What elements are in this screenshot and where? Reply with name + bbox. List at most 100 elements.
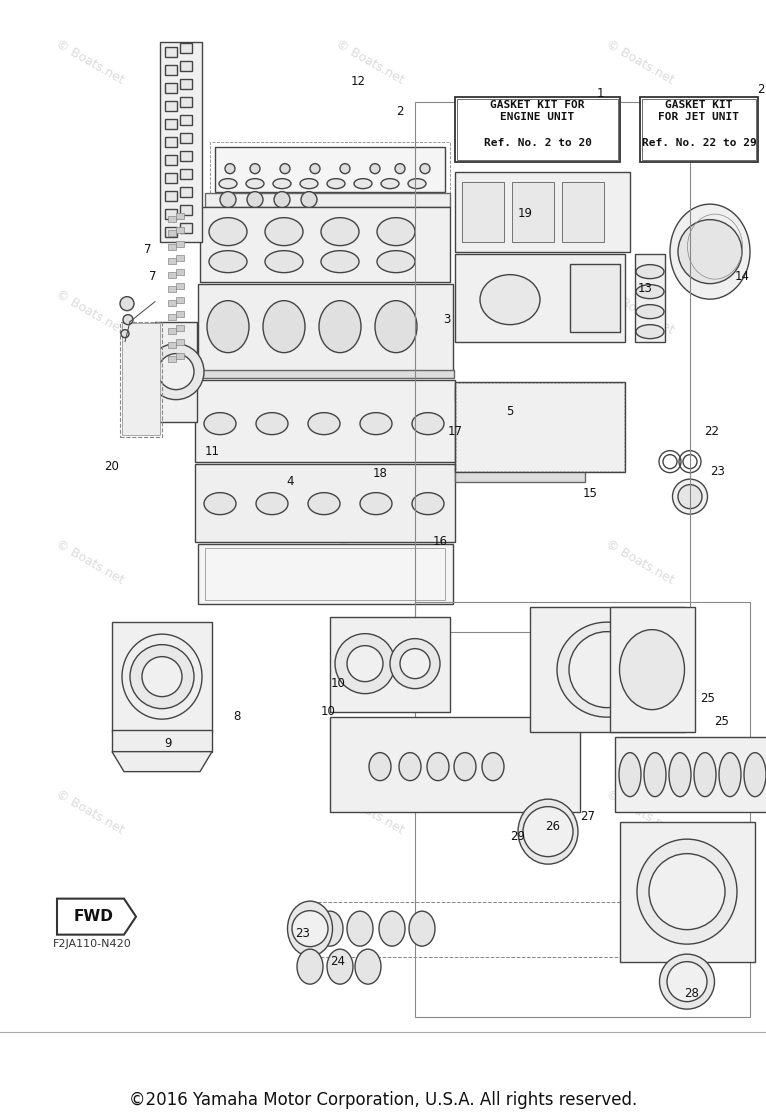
FancyBboxPatch shape	[165, 119, 177, 129]
FancyBboxPatch shape	[512, 181, 554, 241]
FancyBboxPatch shape	[198, 543, 453, 604]
Text: © Boats.net: © Boats.net	[334, 37, 406, 86]
FancyBboxPatch shape	[165, 172, 177, 182]
FancyBboxPatch shape	[112, 622, 212, 731]
Circle shape	[523, 807, 573, 856]
FancyBboxPatch shape	[196, 370, 454, 378]
FancyBboxPatch shape	[168, 216, 176, 221]
FancyBboxPatch shape	[165, 227, 177, 237]
Ellipse shape	[204, 413, 236, 435]
Text: 9: 9	[164, 737, 172, 750]
Text: © Boats.net: © Boats.net	[334, 537, 406, 586]
FancyBboxPatch shape	[570, 264, 620, 332]
Text: GASKET KIT
FOR JET UNIT: GASKET KIT FOR JET UNIT	[659, 101, 739, 122]
Ellipse shape	[273, 179, 291, 189]
FancyBboxPatch shape	[180, 205, 192, 215]
Ellipse shape	[360, 493, 392, 514]
Ellipse shape	[207, 301, 249, 352]
Circle shape	[420, 163, 430, 173]
Ellipse shape	[408, 179, 426, 189]
FancyBboxPatch shape	[610, 607, 695, 731]
Circle shape	[400, 648, 430, 679]
FancyBboxPatch shape	[198, 284, 453, 371]
FancyBboxPatch shape	[165, 83, 177, 93]
Circle shape	[142, 656, 182, 697]
FancyBboxPatch shape	[176, 240, 184, 247]
Ellipse shape	[347, 911, 373, 946]
Text: 11: 11	[205, 445, 220, 458]
Text: © Boats.net: © Boats.net	[54, 287, 126, 337]
FancyBboxPatch shape	[176, 268, 184, 275]
Circle shape	[395, 163, 405, 173]
Ellipse shape	[256, 413, 288, 435]
FancyBboxPatch shape	[180, 78, 192, 88]
FancyBboxPatch shape	[195, 380, 455, 462]
FancyBboxPatch shape	[455, 172, 630, 252]
Ellipse shape	[300, 179, 318, 189]
Text: 21: 21	[758, 83, 766, 96]
FancyBboxPatch shape	[168, 314, 176, 320]
Ellipse shape	[308, 413, 340, 435]
FancyBboxPatch shape	[176, 283, 184, 288]
Ellipse shape	[265, 218, 303, 246]
Circle shape	[274, 191, 290, 208]
Ellipse shape	[321, 218, 359, 246]
FancyBboxPatch shape	[195, 464, 455, 541]
FancyBboxPatch shape	[180, 187, 192, 197]
Ellipse shape	[399, 752, 421, 780]
FancyBboxPatch shape	[176, 296, 184, 303]
Text: 26: 26	[545, 821, 561, 833]
FancyBboxPatch shape	[168, 328, 176, 333]
FancyBboxPatch shape	[455, 466, 585, 482]
Ellipse shape	[427, 752, 449, 780]
FancyBboxPatch shape	[165, 47, 177, 57]
Ellipse shape	[219, 179, 237, 189]
Text: 23: 23	[711, 465, 725, 479]
Circle shape	[310, 163, 320, 173]
FancyBboxPatch shape	[165, 191, 177, 200]
Ellipse shape	[694, 752, 716, 797]
Text: 7: 7	[149, 271, 157, 283]
FancyBboxPatch shape	[168, 229, 176, 236]
Ellipse shape	[287, 901, 332, 956]
Text: 19: 19	[518, 207, 532, 220]
FancyBboxPatch shape	[112, 730, 212, 751]
Text: 3: 3	[444, 313, 450, 326]
Ellipse shape	[669, 752, 691, 797]
FancyBboxPatch shape	[165, 136, 177, 146]
FancyBboxPatch shape	[168, 300, 176, 305]
Text: ©2016 Yamaha Motor Corporation, U.S.A. All rights reserved.: ©2016 Yamaha Motor Corporation, U.S.A. A…	[129, 1091, 637, 1109]
Ellipse shape	[644, 752, 666, 797]
Ellipse shape	[619, 752, 641, 797]
FancyBboxPatch shape	[168, 257, 176, 264]
Text: 17: 17	[447, 425, 463, 438]
FancyBboxPatch shape	[176, 324, 184, 331]
Text: 28: 28	[685, 987, 699, 1001]
Text: 10: 10	[320, 705, 336, 718]
Ellipse shape	[636, 285, 664, 299]
FancyBboxPatch shape	[180, 96, 192, 106]
FancyBboxPatch shape	[176, 255, 184, 260]
FancyBboxPatch shape	[455, 254, 625, 342]
Text: 20: 20	[105, 461, 119, 473]
Circle shape	[225, 163, 235, 173]
FancyBboxPatch shape	[462, 181, 504, 241]
Text: © Boats.net: © Boats.net	[604, 787, 676, 836]
Text: 10: 10	[331, 678, 345, 690]
Ellipse shape	[327, 949, 353, 984]
FancyBboxPatch shape	[180, 60, 192, 70]
Ellipse shape	[308, 493, 340, 514]
FancyBboxPatch shape	[180, 115, 192, 124]
Circle shape	[667, 961, 707, 1002]
FancyBboxPatch shape	[168, 285, 176, 292]
Text: 12: 12	[351, 75, 365, 88]
Ellipse shape	[636, 304, 664, 319]
FancyBboxPatch shape	[168, 272, 176, 277]
Circle shape	[649, 854, 725, 930]
Circle shape	[301, 191, 317, 208]
FancyBboxPatch shape	[635, 254, 665, 342]
Ellipse shape	[355, 949, 381, 984]
Text: 14: 14	[735, 271, 749, 283]
Text: 25: 25	[715, 716, 729, 728]
FancyBboxPatch shape	[530, 607, 685, 731]
